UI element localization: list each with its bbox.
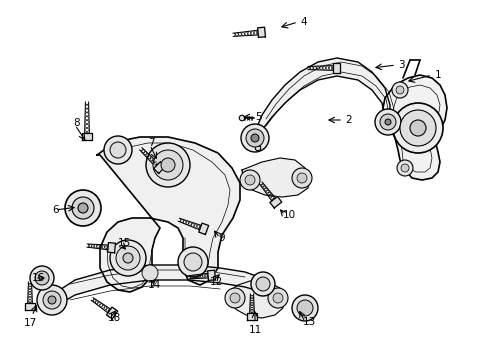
Circle shape: [35, 271, 49, 285]
Text: 9: 9: [218, 233, 224, 243]
Circle shape: [230, 293, 240, 303]
Polygon shape: [258, 27, 266, 37]
Circle shape: [410, 120, 426, 136]
Circle shape: [30, 266, 54, 290]
Circle shape: [240, 170, 260, 190]
Text: 18: 18: [108, 313, 121, 323]
Circle shape: [397, 160, 413, 176]
Text: 1: 1: [435, 70, 441, 80]
Circle shape: [153, 150, 183, 180]
Text: 10: 10: [283, 210, 296, 220]
Circle shape: [385, 119, 391, 125]
Polygon shape: [247, 313, 257, 320]
Polygon shape: [108, 243, 116, 253]
Circle shape: [72, 197, 94, 219]
Circle shape: [116, 246, 140, 270]
Circle shape: [400, 110, 436, 146]
Circle shape: [392, 82, 408, 98]
Text: 17: 17: [24, 318, 37, 328]
Circle shape: [37, 285, 67, 315]
Circle shape: [251, 134, 259, 142]
Polygon shape: [199, 223, 209, 234]
Circle shape: [292, 295, 318, 321]
Text: 12: 12: [210, 277, 223, 287]
Polygon shape: [228, 280, 285, 318]
Polygon shape: [106, 307, 118, 319]
Polygon shape: [255, 58, 390, 145]
Text: 6: 6: [52, 205, 59, 215]
Text: 14: 14: [148, 280, 161, 290]
Circle shape: [256, 277, 270, 291]
Text: 15: 15: [118, 238, 131, 248]
Text: 3: 3: [398, 60, 405, 70]
Circle shape: [396, 86, 404, 94]
Circle shape: [297, 300, 313, 316]
Text: 4: 4: [300, 17, 307, 27]
Polygon shape: [97, 137, 240, 292]
Text: 16: 16: [32, 273, 45, 283]
Circle shape: [78, 203, 88, 213]
Circle shape: [380, 114, 396, 130]
Text: 2: 2: [345, 115, 352, 125]
Polygon shape: [154, 162, 166, 174]
Polygon shape: [82, 133, 92, 140]
Circle shape: [110, 142, 126, 158]
Text: 8: 8: [73, 118, 80, 128]
Circle shape: [251, 272, 275, 296]
Circle shape: [178, 247, 208, 277]
Polygon shape: [333, 63, 340, 73]
Circle shape: [65, 190, 101, 226]
Polygon shape: [242, 158, 310, 197]
Circle shape: [239, 115, 245, 121]
Circle shape: [225, 288, 245, 308]
Circle shape: [292, 168, 312, 188]
Circle shape: [142, 265, 158, 281]
Circle shape: [146, 143, 190, 187]
Circle shape: [241, 124, 269, 152]
Polygon shape: [25, 303, 35, 310]
Circle shape: [43, 291, 61, 309]
Circle shape: [104, 136, 132, 164]
Text: 13: 13: [303, 317, 316, 327]
Circle shape: [184, 253, 202, 271]
Circle shape: [268, 288, 288, 308]
Circle shape: [123, 253, 133, 263]
Circle shape: [393, 103, 443, 153]
Polygon shape: [208, 270, 216, 280]
Polygon shape: [52, 265, 262, 308]
Circle shape: [245, 175, 255, 185]
Circle shape: [273, 293, 283, 303]
Circle shape: [110, 240, 146, 276]
Circle shape: [161, 158, 175, 172]
Text: 11: 11: [248, 325, 262, 335]
Circle shape: [246, 129, 264, 147]
Circle shape: [297, 173, 307, 183]
Circle shape: [255, 145, 261, 151]
Circle shape: [401, 164, 409, 172]
Polygon shape: [270, 197, 282, 208]
Text: 7: 7: [148, 138, 155, 148]
Circle shape: [375, 109, 401, 135]
Polygon shape: [383, 75, 447, 180]
Text: 5: 5: [255, 112, 262, 122]
Circle shape: [48, 296, 56, 304]
